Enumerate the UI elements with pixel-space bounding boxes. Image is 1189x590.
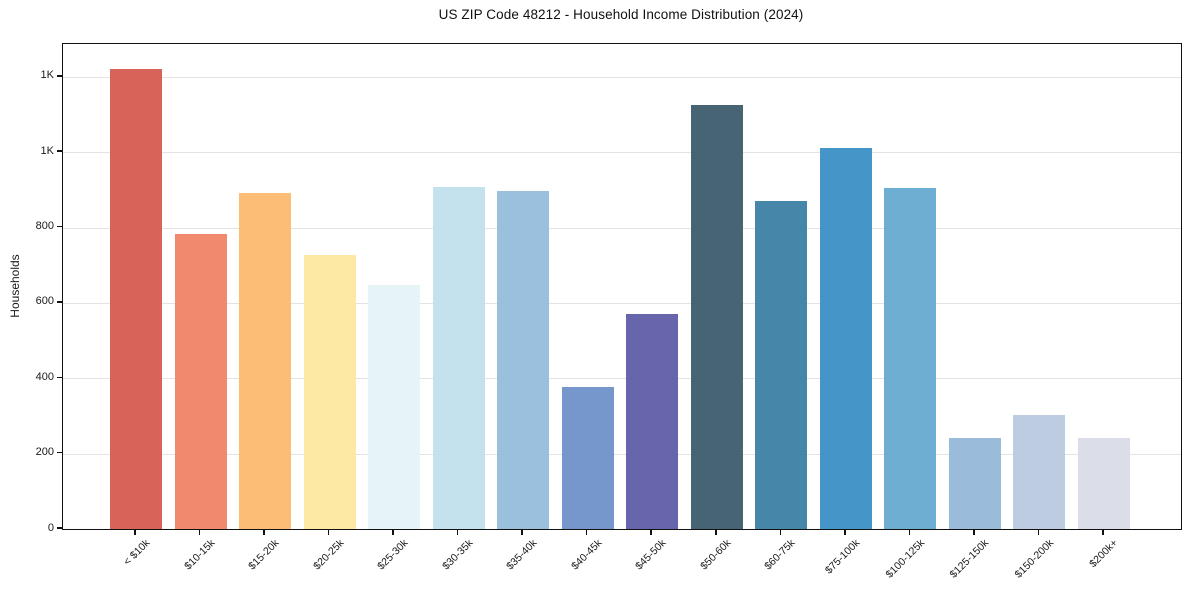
- gridline: [63, 302, 1181, 304]
- x-axis-tick: [844, 529, 846, 535]
- bar: [239, 192, 292, 529]
- x-axis-tick-label: < $10k: [121, 537, 153, 568]
- gridline: [63, 453, 1181, 455]
- x-axis-tick: [650, 529, 652, 535]
- bar: [497, 190, 550, 529]
- gridline: [63, 378, 1181, 380]
- y-axis-tick-label: 600: [35, 295, 54, 308]
- x-axis-tick-label: $150-200k: [1012, 537, 1056, 581]
- x-axis-tick: [456, 529, 459, 535]
- bar: [561, 386, 614, 529]
- y-axis-tick-label: 200: [35, 446, 54, 459]
- bar: [819, 148, 872, 529]
- x-axis-tick-label: $75-100k: [822, 537, 863, 577]
- bar: [1077, 438, 1130, 529]
- bar: [948, 438, 1001, 529]
- y-axis-tick-label: 1K: [40, 69, 54, 82]
- y-axis-tick-label: 400: [35, 370, 54, 383]
- x-axis-tick: [134, 529, 136, 535]
- x-axis-tick-label: $10-15k: [181, 537, 218, 573]
- y-axis-tick: [57, 376, 62, 378]
- y-axis-tick-label: 0: [47, 521, 54, 534]
- y-axis-tick-label: 800: [35, 220, 54, 233]
- x-axis-tick-label: $20-25k: [310, 537, 347, 573]
- x-axis-tick: [1037, 529, 1040, 535]
- x-axis-tick: [392, 529, 394, 535]
- x-axis-tick-label: $15-20k: [246, 537, 282, 573]
- bar: [303, 254, 356, 529]
- x-axis-tick: [198, 529, 201, 535]
- y-axis-tick: [57, 527, 62, 529]
- x-axis-tick: [908, 529, 911, 535]
- bar: [755, 200, 808, 529]
- x-axis-tick-label: $125-150k: [947, 537, 992, 581]
- y-axis-tick: [57, 150, 62, 152]
- x-axis-tick-label: $45-50k: [633, 537, 669, 573]
- x-axis-tick: [1102, 529, 1104, 535]
- x-axis-tick-label: $200k+: [1087, 537, 1121, 571]
- y-axis-title: Households: [8, 254, 22, 318]
- x-axis-tick: [327, 529, 330, 535]
- x-axis-tick: [263, 529, 265, 535]
- bar: [368, 284, 421, 529]
- bar: [110, 69, 162, 529]
- x-axis-tick-label: $30-35k: [439, 537, 476, 573]
- y-axis-tick: [57, 75, 62, 77]
- gridline: [63, 227, 1181, 229]
- bar: [690, 105, 743, 529]
- gridline: [63, 76, 1181, 78]
- plot-area: [62, 43, 1182, 530]
- y-axis-tick: [57, 225, 62, 228]
- x-axis-tick: [973, 529, 975, 535]
- x-axis-tick: [521, 529, 523, 535]
- x-axis-tick-label: $35-40k: [504, 537, 540, 573]
- gridline: [63, 152, 1181, 154]
- x-axis-tick: [585, 529, 588, 535]
- bar: [1013, 414, 1066, 529]
- x-axis-tick-label: $50-60k: [697, 537, 734, 573]
- bar: [626, 314, 679, 529]
- chart-title: US ZIP Code 48212 - Household Income Dis…: [438, 7, 804, 22]
- x-axis-tick: [779, 529, 782, 535]
- x-axis-tick: [715, 529, 717, 535]
- y-axis-tick: [57, 451, 62, 454]
- bar: [174, 234, 227, 529]
- bar: [884, 188, 937, 529]
- bar: [432, 186, 485, 529]
- x-axis-tick-label: $100-125k: [883, 537, 927, 581]
- y-axis-tick-label: 1K: [40, 144, 54, 157]
- y-axis-tick: [57, 301, 62, 303]
- x-axis-tick-label: $40-45k: [568, 537, 605, 573]
- x-axis-tick-label: $25-30k: [375, 537, 411, 573]
- x-axis-tick-label: $60-75k: [762, 537, 798, 573]
